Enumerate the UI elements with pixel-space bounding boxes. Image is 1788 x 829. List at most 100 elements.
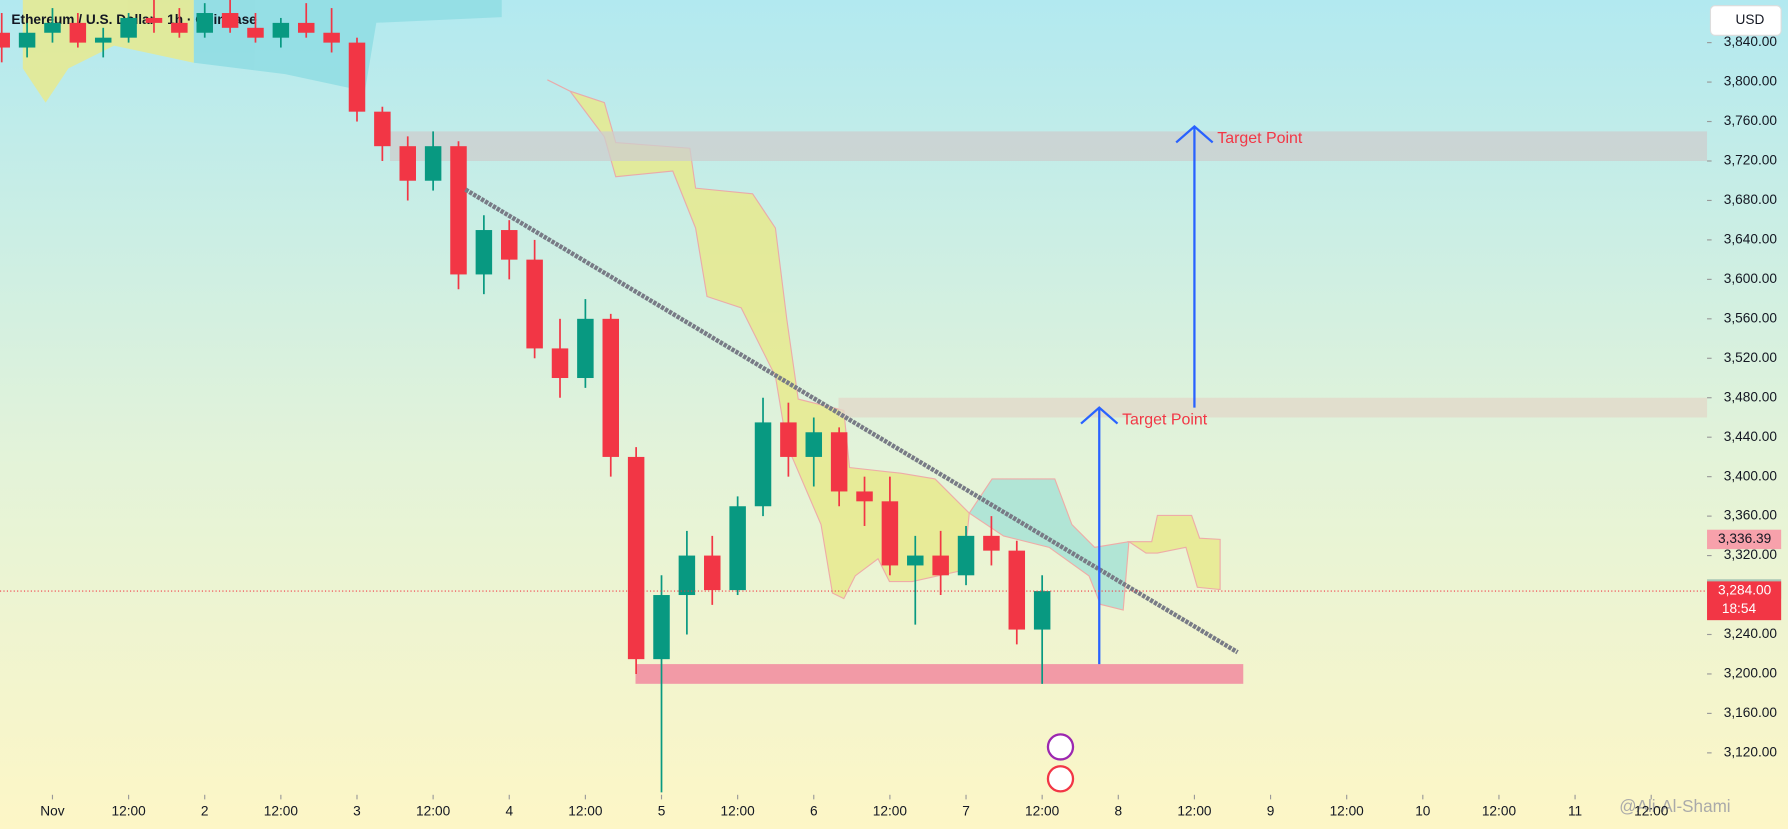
candle-body [932, 555, 949, 576]
candle-body [805, 432, 823, 457]
candle-body [475, 230, 493, 275]
x-tick-label: 7 [962, 804, 970, 819]
candle-body [957, 535, 975, 576]
x-tick-label: 10 [1415, 804, 1431, 819]
x-tick-label: 3 [353, 804, 361, 819]
zone [389, 131, 1708, 161]
candle-body [551, 348, 569, 379]
candle-body [602, 318, 620, 457]
candle-body [704, 555, 721, 591]
x-tick-label: 12:00 [721, 804, 756, 819]
candle-body [653, 595, 670, 660]
candle-body [323, 32, 340, 43]
candle-body [44, 22, 61, 33]
trendline [464, 187, 1239, 655]
y-tick-label: 3,400.00 [1724, 468, 1778, 483]
y-tick-label: 3,120.00 [1724, 744, 1778, 759]
candle-body [120, 17, 137, 38]
y-tick-label: 3,680.00 [1724, 192, 1778, 207]
x-tick-label: 12:00 [1025, 804, 1060, 819]
candle-body [678, 555, 696, 596]
target-label: Target Point [1122, 411, 1208, 428]
candle-body [297, 22, 315, 33]
x-tick-label: 6 [810, 804, 818, 819]
candle-body [830, 432, 848, 492]
x-tick-label: 12:00 [1330, 804, 1365, 819]
arrow-head [1175, 124, 1214, 144]
candle-body [526, 259, 543, 349]
x-tick-label: 4 [505, 804, 513, 819]
candle-body [1008, 550, 1026, 630]
currency-button[interactable] [1709, 5, 1782, 36]
x-tick-label: 2 [201, 804, 209, 819]
x-tick-label: 12:00 [416, 804, 451, 819]
candle-body [907, 555, 924, 566]
candle-body [501, 230, 518, 260]
y-tick-label: 3,520.00 [1724, 350, 1778, 365]
x-tick-label: Nov [40, 804, 64, 819]
zone [838, 397, 1708, 418]
y-tick-label: 3,360.00 [1724, 508, 1778, 523]
candle-body [1033, 591, 1051, 630]
candle-body [272, 22, 290, 38]
candle-body [754, 422, 772, 507]
target-label: Target Point [1217, 130, 1303, 147]
price-label-box [1707, 529, 1782, 550]
candle-body [171, 22, 188, 33]
candle-body [983, 535, 1000, 551]
x-tick-label: 12:00 [873, 804, 908, 819]
y-tick-label: 3,160.00 [1724, 705, 1778, 720]
zone [635, 664, 1244, 684]
candle-body [627, 456, 645, 660]
y-tick-label: 3,200.00 [1724, 666, 1778, 681]
candle-body [348, 42, 366, 112]
y-tick-label: 3,320.00 [1724, 547, 1778, 562]
y-tick-label: 3,440.00 [1724, 429, 1778, 444]
candle-body [450, 146, 467, 275]
candle-body [780, 422, 797, 457]
candle-body [881, 501, 899, 566]
countdown: 18:54 [1722, 601, 1757, 616]
x-tick-label: 12:00 [1177, 804, 1212, 819]
y-tick-label: 3,800.00 [1724, 74, 1778, 89]
x-tick-label: 11 [1568, 804, 1582, 819]
watermark: @Ali-Al-Shami [1619, 797, 1730, 816]
y-tick-label: 3,240.00 [1724, 626, 1778, 641]
candle-body [424, 146, 442, 181]
x-tick-label: 5 [658, 804, 666, 819]
candle-body [247, 27, 264, 38]
y-tick-label: 3,720.00 [1724, 153, 1778, 168]
candle-body [856, 491, 873, 502]
candle-body [196, 13, 213, 33]
x-tick-label: 12:00 [1634, 804, 1669, 819]
y-tick-label: 3,560.00 [1724, 310, 1778, 325]
y-tick-label: 3,600.00 [1724, 271, 1778, 286]
y-tick-label: 3,760.00 [1724, 113, 1778, 128]
x-tick-label: 12:00 [111, 804, 146, 819]
x-tick-label: 12:00 [1482, 804, 1517, 819]
candle-body [399, 146, 416, 181]
price-label: 3,336.39 [1718, 531, 1771, 546]
currency[interactable]: USD [1736, 12, 1765, 27]
x-tick-label: 12:00 [264, 804, 299, 819]
event-icons [1046, 733, 1075, 793]
price-label-box [1707, 581, 1782, 621]
y-tick-label: 3,480.00 [1724, 389, 1778, 404]
y-tick-label: 3,840.00 [1724, 34, 1778, 49]
candle-body [729, 506, 746, 591]
candle-body [69, 22, 87, 43]
price-label: 3,284.00 [1718, 583, 1772, 598]
arrow-head [1080, 406, 1119, 425]
candle-body [577, 318, 594, 379]
candle-body [0, 32, 10, 48]
candle-body [374, 111, 391, 147]
x-tick-label: 12:00 [568, 804, 603, 819]
x-tick-label: 9 [1267, 804, 1275, 819]
x-tick-label: 8 [1114, 804, 1122, 819]
y-tick-label: 3,640.00 [1724, 232, 1778, 247]
candle-body [94, 37, 112, 43]
cloud [22, 0, 1221, 611]
candle-body [18, 32, 36, 48]
candle-body [221, 13, 239, 28]
